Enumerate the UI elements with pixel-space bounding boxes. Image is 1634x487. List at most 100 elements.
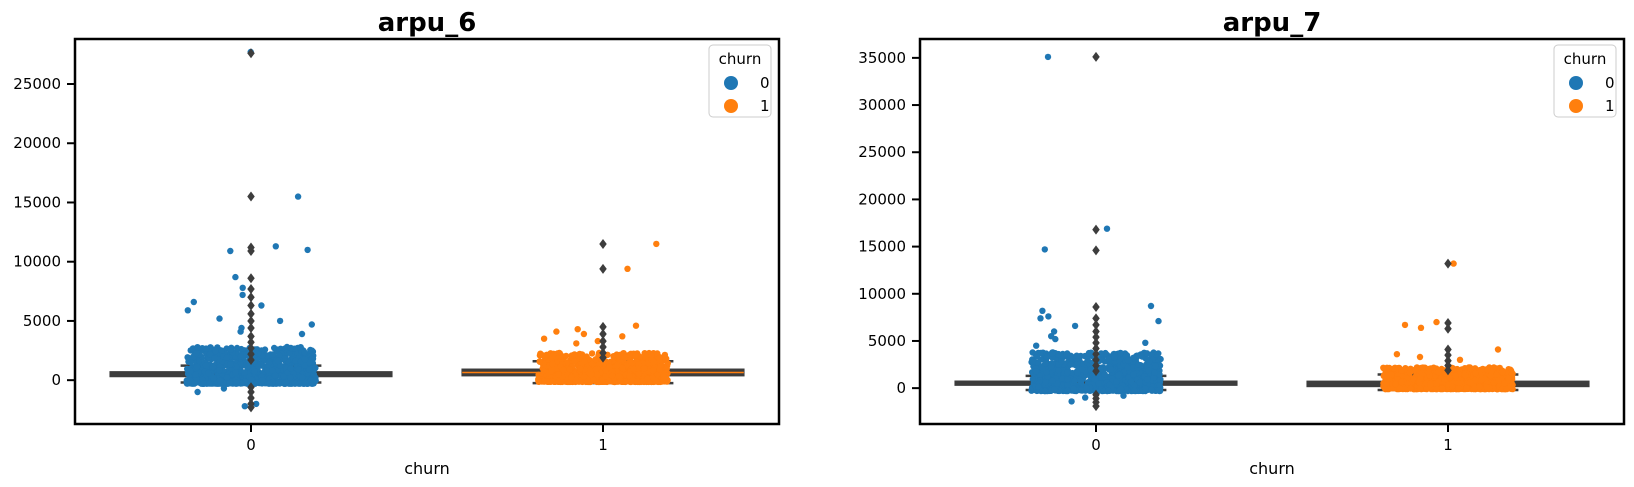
outlier-marker	[1092, 319, 1100, 330]
strip-point	[1041, 246, 1049, 253]
strip-point	[613, 362, 621, 369]
strip-point	[1456, 356, 1464, 363]
legend-label-1: 1	[760, 97, 770, 115]
strip-point	[1043, 369, 1050, 376]
strip-point	[1423, 385, 1430, 393]
strip-point	[644, 375, 651, 383]
strip-point	[555, 371, 562, 378]
strip-point	[1417, 385, 1424, 392]
outlier-marker	[1092, 313, 1100, 324]
strip-point	[244, 363, 251, 371]
strip-point	[226, 380, 233, 387]
chart-panel-arpu-6: arpu_6 0 5000 10000 15000 20000 25000 0 1 churn…	[13, 8, 781, 478]
strip-point	[227, 346, 235, 353]
strip-point	[1157, 376, 1164, 383]
y-tick-label: 20000	[858, 190, 906, 208]
y-tick-label: 0	[896, 379, 906, 397]
strip-point	[1029, 358, 1037, 365]
strip-point	[216, 367, 223, 374]
strip-point	[306, 358, 313, 366]
strip-point	[594, 337, 601, 345]
outlier-marker	[1444, 350, 1452, 361]
strip-point	[656, 366, 663, 373]
strip-point	[263, 352, 271, 359]
strip-0	[183, 48, 319, 410]
strip-point	[1071, 322, 1079, 330]
strip-point	[1047, 363, 1055, 370]
strip-point	[266, 380, 273, 387]
strip-point	[275, 379, 282, 387]
strip-point	[1033, 342, 1040, 349]
strip-point	[1393, 351, 1401, 358]
strip-point	[1105, 387, 1112, 394]
strip-point	[1078, 366, 1086, 373]
outlier-marker	[1444, 365, 1452, 376]
strip-point	[191, 380, 198, 387]
outlier-marker	[1092, 51, 1100, 62]
strip-point	[1077, 377, 1085, 384]
strip-point	[232, 369, 239, 376]
strip-point	[276, 352, 283, 359]
strip-point	[258, 302, 265, 309]
outlier-marker	[247, 292, 255, 303]
strip-point	[276, 317, 284, 325]
strip-point	[642, 352, 649, 360]
strip-point	[1484, 366, 1491, 374]
legend-marker-0	[724, 76, 738, 90]
outlier-marker	[1092, 326, 1100, 337]
outlier-marker	[247, 337, 255, 348]
outlier-marker	[247, 191, 255, 202]
strip-point	[239, 284, 246, 291]
legend-title: churn	[1564, 50, 1607, 68]
strip-point	[1417, 375, 1424, 382]
strip-point	[1435, 369, 1442, 376]
strip-point	[1059, 375, 1066, 382]
strip-point	[653, 240, 660, 248]
strip-point	[1103, 225, 1111, 232]
strip-point	[1466, 379, 1474, 386]
strip-point	[287, 344, 295, 352]
strip-point	[548, 367, 555, 375]
strip-point	[593, 371, 601, 379]
strip-point	[193, 363, 201, 371]
outlier-marker	[247, 273, 255, 284]
strip-point	[602, 373, 609, 380]
strip-point	[548, 378, 555, 385]
strip-point	[1501, 380, 1508, 387]
strip-point	[1493, 371, 1500, 379]
strip-point	[1051, 386, 1058, 393]
strip-point	[233, 344, 241, 352]
strip-point	[1494, 346, 1502, 353]
outlier-marker	[247, 402, 255, 413]
axes-frame	[73, 37, 781, 426]
x-tick-label: 0	[1091, 436, 1101, 454]
strip-point	[614, 351, 621, 359]
strip-point	[251, 380, 259, 387]
strip-point	[1095, 380, 1103, 387]
strip-point	[1462, 372, 1469, 379]
strip-point	[1067, 352, 1075, 359]
strip-point	[216, 315, 223, 322]
strip-point	[269, 351, 277, 358]
chart-title: arpu_6	[378, 8, 477, 38]
strip-point	[184, 307, 191, 314]
strip-point	[1406, 369, 1414, 376]
strip-point	[1148, 386, 1155, 393]
strip-point	[649, 367, 657, 374]
strip-point	[632, 352, 639, 359]
x-tick-label: 0	[246, 436, 256, 454]
strip-point	[312, 377, 319, 384]
strip-point	[1152, 362, 1159, 370]
strip-point	[1050, 328, 1058, 335]
outlier-marker	[1092, 224, 1100, 235]
strip-point	[298, 330, 306, 338]
outlier-marker	[1092, 366, 1100, 377]
strip-point	[1073, 352, 1080, 359]
outliers-0	[247, 48, 255, 413]
strip-point	[1416, 353, 1424, 361]
strip-point	[568, 373, 575, 381]
strip-point	[1476, 383, 1483, 390]
strip-point	[1439, 385, 1446, 392]
strip-point	[1074, 369, 1081, 377]
